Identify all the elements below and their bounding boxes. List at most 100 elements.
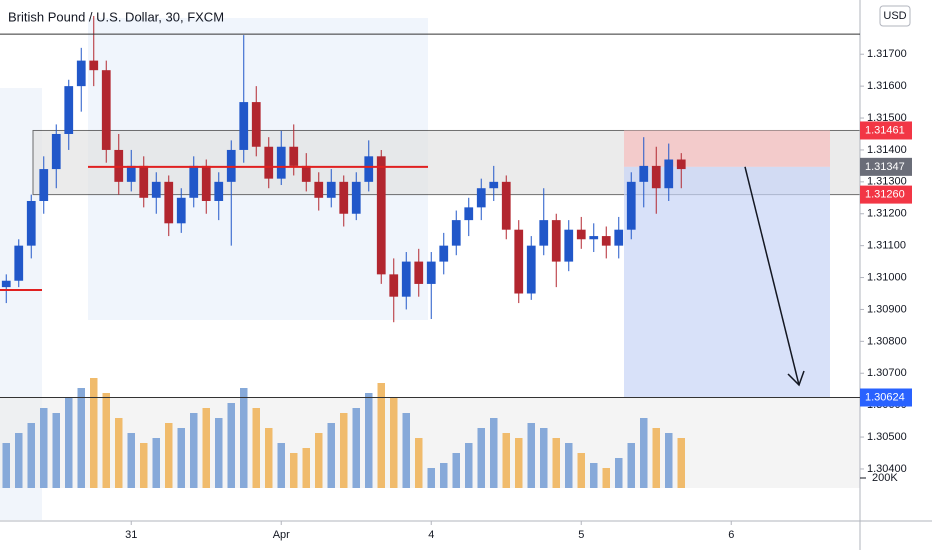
volume-bar bbox=[415, 438, 423, 488]
volume-bar bbox=[402, 413, 410, 488]
candle-body bbox=[564, 229, 574, 262]
candle-body bbox=[151, 181, 161, 198]
volume-bar bbox=[452, 453, 460, 488]
price-label: 1.31260 bbox=[865, 189, 905, 201]
candle-body bbox=[239, 102, 249, 150]
candle-body bbox=[551, 220, 561, 262]
candle-body bbox=[26, 200, 36, 246]
y-tick-label: 1.31100 bbox=[867, 240, 906, 252]
candle-body bbox=[51, 133, 61, 170]
candle-body bbox=[626, 181, 636, 230]
volume-bar bbox=[377, 383, 385, 488]
volume-bar bbox=[290, 453, 298, 488]
volume-bar bbox=[565, 443, 573, 488]
candle-body bbox=[139, 165, 149, 198]
volume-bar bbox=[202, 408, 210, 488]
candle-body bbox=[364, 156, 374, 182]
candle-body bbox=[614, 229, 624, 246]
arrow bbox=[744, 166, 800, 386]
y-tick-label: 1.30900 bbox=[867, 303, 907, 315]
candle-body bbox=[539, 220, 549, 246]
volume-bar bbox=[90, 378, 98, 488]
candle-body bbox=[126, 165, 136, 182]
volume-bar bbox=[65, 398, 73, 488]
x-tick-label: 4 bbox=[428, 529, 434, 541]
volume-bar bbox=[590, 463, 598, 488]
y-tick-label: 1.30800 bbox=[867, 335, 907, 347]
currency[interactable]: USD bbox=[883, 10, 906, 22]
candle-body bbox=[651, 165, 661, 189]
candle-body bbox=[589, 236, 599, 240]
y-tick-label: 1.31200 bbox=[867, 208, 907, 220]
volume-bar bbox=[190, 413, 198, 488]
volume-bar bbox=[490, 418, 498, 488]
candle-body bbox=[351, 181, 361, 214]
volume-bar bbox=[602, 468, 610, 488]
volume-bar bbox=[615, 458, 623, 488]
price-label-box bbox=[860, 157, 912, 176]
candle-body bbox=[339, 181, 349, 214]
volume-bar bbox=[115, 418, 123, 488]
volume-bar bbox=[427, 468, 435, 488]
y-tick-label: 1.30400 bbox=[867, 463, 907, 475]
arrow-head bbox=[787, 370, 805, 387]
y-tick-label: 1.31400 bbox=[867, 144, 907, 156]
candle-body bbox=[501, 181, 511, 230]
volume-bar bbox=[315, 433, 323, 488]
volume-bar bbox=[477, 428, 485, 488]
volume-bar bbox=[352, 408, 360, 488]
y-tick-label: 1.31500 bbox=[867, 112, 907, 124]
candle-body bbox=[289, 146, 299, 166]
candle-body bbox=[401, 261, 411, 297]
volume-bar bbox=[440, 463, 448, 488]
candle-body bbox=[176, 197, 186, 224]
volume-bar bbox=[640, 418, 648, 488]
volume-bar bbox=[77, 388, 85, 488]
candle-body bbox=[414, 261, 424, 284]
candle-body bbox=[526, 245, 536, 294]
price-label: 1.30624 bbox=[865, 391, 905, 403]
y-tick-label: 1.30700 bbox=[867, 367, 907, 379]
candle-body bbox=[676, 159, 686, 170]
candle-body bbox=[64, 86, 74, 134]
candle-body bbox=[426, 261, 436, 284]
volume-bar bbox=[652, 428, 660, 488]
candle-body bbox=[451, 220, 461, 246]
x-tick-label: Apr bbox=[273, 529, 290, 541]
candle-body bbox=[214, 181, 224, 201]
volume-bar bbox=[40, 408, 48, 488]
candle-body bbox=[101, 70, 111, 150]
price-label: 1.31347 bbox=[865, 161, 905, 173]
volume-bar bbox=[227, 403, 235, 488]
volume-bar bbox=[240, 388, 248, 488]
candle-body bbox=[89, 60, 99, 71]
stop-zone bbox=[624, 130, 830, 167]
volume-bar bbox=[365, 393, 373, 488]
volume-bar bbox=[340, 413, 348, 488]
volume-bar bbox=[252, 408, 260, 488]
candle-body bbox=[439, 245, 449, 262]
y-tick-label: 1.30500 bbox=[867, 431, 907, 443]
volume-bar bbox=[465, 443, 473, 488]
candle-body bbox=[476, 188, 486, 208]
candle-body bbox=[201, 165, 211, 201]
currency-button[interactable] bbox=[879, 5, 911, 27]
volume-bar bbox=[577, 453, 585, 488]
candle-body bbox=[639, 165, 649, 182]
price-label-box bbox=[860, 121, 912, 140]
candle-body bbox=[76, 60, 86, 87]
candle-body bbox=[314, 181, 324, 198]
candle-body bbox=[664, 159, 674, 189]
volume-bar bbox=[140, 443, 148, 488]
volume-bar bbox=[177, 428, 185, 488]
y-tick-label: 1.31600 bbox=[867, 80, 907, 92]
volume-bar bbox=[15, 433, 23, 488]
candle-body bbox=[301, 165, 311, 182]
volume-bar bbox=[502, 433, 510, 488]
y-tick-label: 1.31700 bbox=[867, 48, 907, 60]
volume-bar bbox=[215, 418, 223, 488]
candle-body bbox=[576, 229, 586, 240]
volume-bar bbox=[27, 423, 35, 488]
volume-bar bbox=[102, 393, 110, 488]
